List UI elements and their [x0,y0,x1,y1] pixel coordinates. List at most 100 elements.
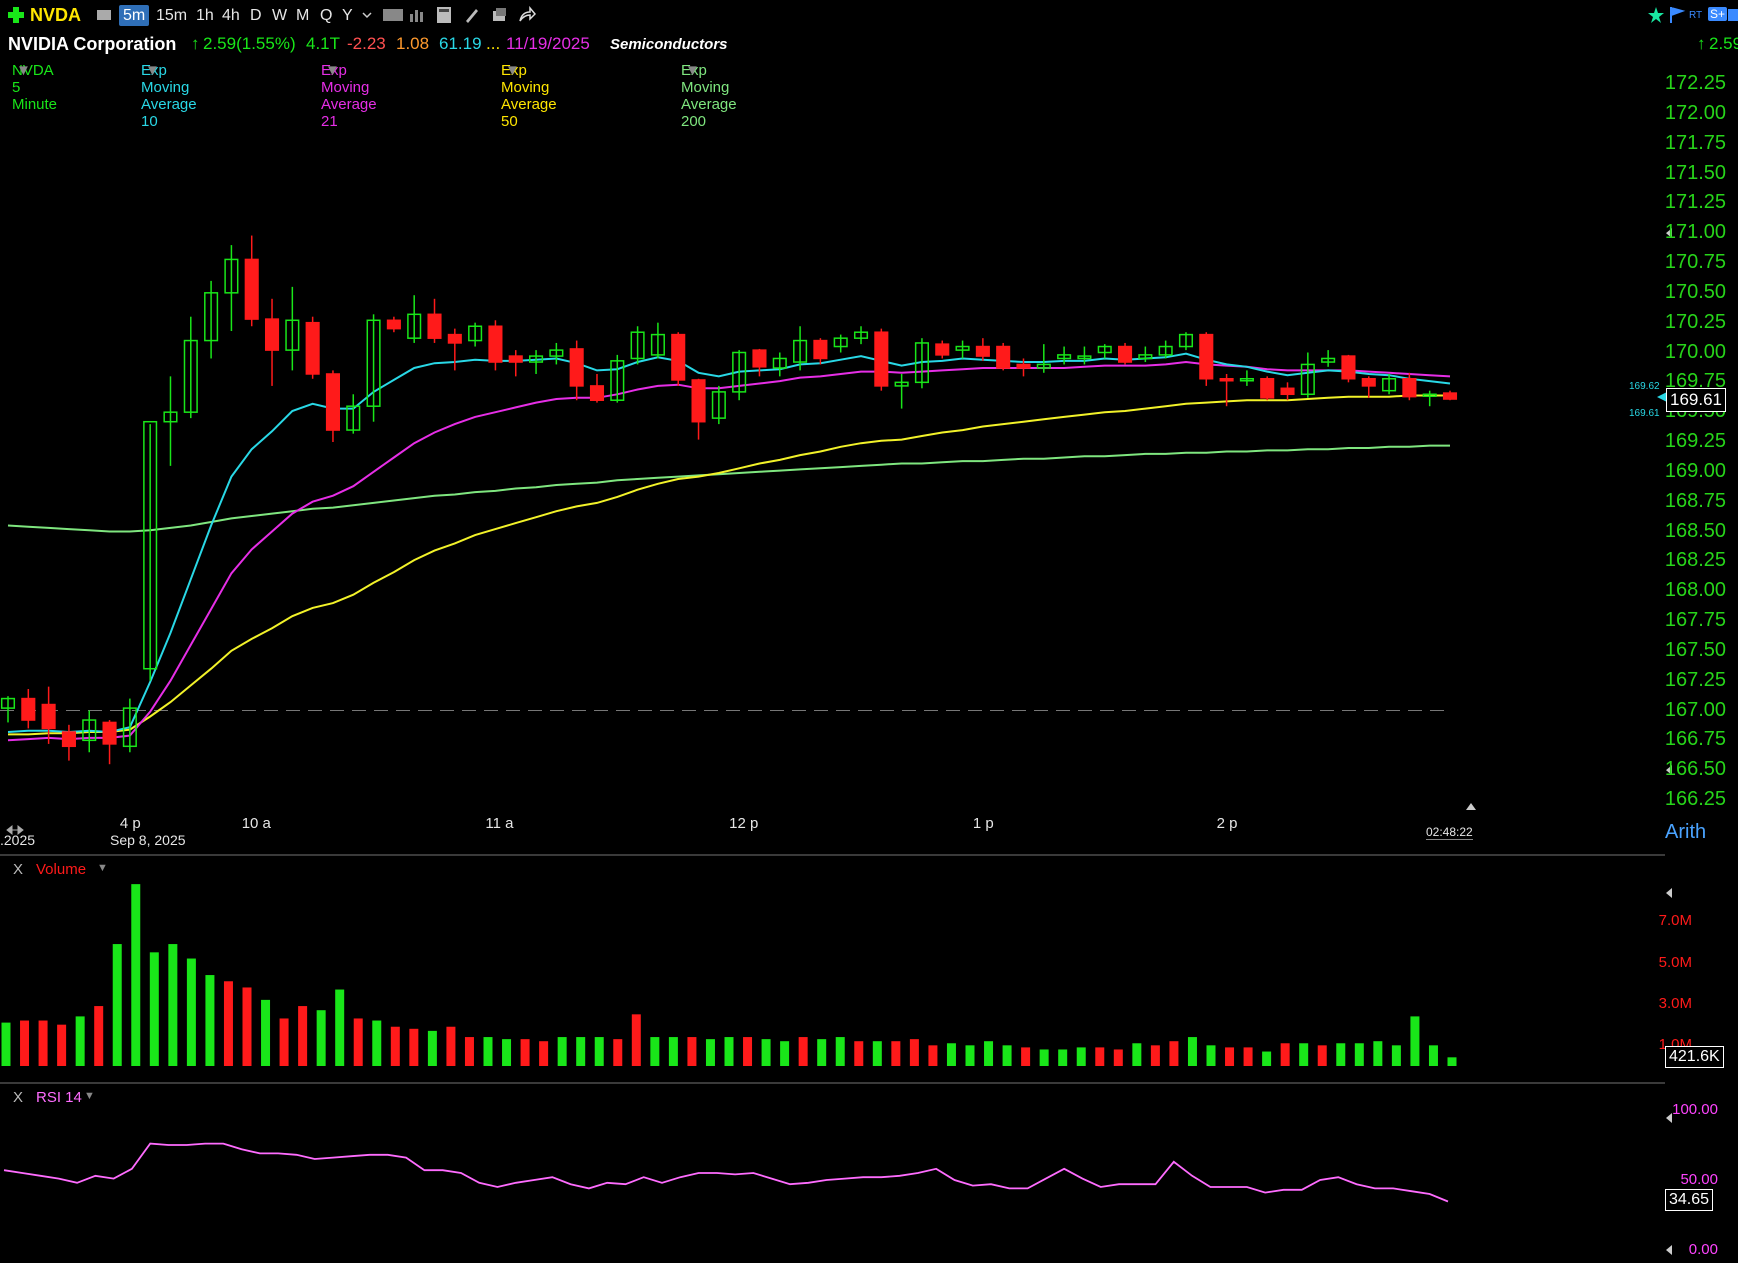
timeframe-5m[interactable]: 5m [119,5,150,26]
price-tick-label: 166.50 [1664,758,1726,781]
candle-down [386,319,401,330]
chevron-down-icon[interactable]: ▼ [84,1090,95,1102]
timeframe-y[interactable]: Y [342,7,353,24]
volume-bar [75,1016,85,1066]
volume-bar [761,1039,771,1066]
volume-bar [316,1010,326,1066]
chevron-down-icon[interactable]: ▼ [16,62,31,79]
volume-bar [1299,1043,1309,1066]
candle-up [204,292,219,342]
candle-up [1422,393,1437,398]
calculator-icon[interactable] [435,6,453,24]
quote-val1: -2.23 [347,34,386,53]
earnings-date: 11/19/2025 [506,34,590,53]
up-arrow-icon: ↑ [191,34,200,53]
price-change: 2.59(1.55%) [203,34,296,53]
chart-style-icon[interactable] [95,6,113,24]
volume-title[interactable]: Volume [36,861,87,878]
chevron-down-icon[interactable]: ▼ [145,62,160,79]
chevron-down-icon[interactable] [362,6,372,24]
timeframe-1h[interactable]: 1h [196,7,214,24]
menu-icon[interactable] [1728,6,1738,24]
axis-marker-icon [1666,1245,1672,1255]
rsi-close-button[interactable]: X [13,1089,24,1106]
candle-up [772,357,787,369]
volume-bar [1262,1051,1272,1066]
candle-down [752,349,767,368]
chevron-down-icon[interactable]: ▼ [325,62,340,79]
timeframe-d[interactable]: D [250,7,262,24]
candle-down [1219,378,1234,382]
share-icon[interactable] [518,6,536,24]
ema10-line [7,352,1451,734]
timeframe-w[interactable]: W [272,7,288,24]
top-toolbar: NVDA 5m 15m 1h 4h D W M Q Y RT S+ [0,0,1738,32]
volume-bar [909,1039,919,1066]
timeframe-4h[interactable]: 4h [222,7,240,24]
price-tick-label: 171.75 [1664,131,1726,154]
volume-bar [1373,1041,1383,1066]
volume-bar [57,1024,67,1066]
prev-year-label: .2025 [0,832,36,848]
flag-icon[interactable] [1668,6,1686,24]
timeframe-m[interactable]: M [296,7,310,24]
rsi-title[interactable]: RSI 14 [36,1089,82,1106]
candle-down [1280,387,1295,396]
price-tick-label: 170.00 [1664,340,1726,363]
quote-val3: 61.19 [439,34,482,53]
s-plus-badge[interactable]: S+ [1708,7,1728,21]
layers-icon[interactable] [490,6,508,24]
price-tick-label: 167.25 [1664,668,1726,691]
candle-up [1158,345,1173,356]
volume-bar [427,1030,437,1066]
date-label: Sep 8, 2025 [110,832,186,848]
clock-label: 02:48:22 [1426,825,1473,840]
volume-bar [594,1037,604,1066]
candle-up [1097,345,1112,354]
indicator-icon[interactable] [382,6,404,24]
candle-up [630,331,645,360]
volume-bar [223,981,233,1066]
candle-down [1260,378,1275,399]
bar-chart-icon[interactable] [408,6,426,24]
candle-up [529,355,544,363]
timeframe-q[interactable]: Q [320,7,333,24]
symbol-input[interactable]: NVDA [30,5,82,25]
bid-label: 169.62 [1629,381,1660,392]
pencil-icon[interactable] [463,6,481,24]
volume-bar [1428,1045,1438,1066]
chevron-down-icon[interactable]: ▼ [685,62,700,79]
chevron-down-icon[interactable]: ▼ [97,862,108,874]
candle-up [793,339,808,363]
volume-bar [520,1039,530,1066]
candle-down [1016,363,1031,369]
star-icon[interactable] [1647,6,1665,24]
volume-bar [1002,1045,1012,1066]
volume-bar [1021,1047,1031,1066]
panel-divider[interactable] [0,1082,1665,1084]
ema50-line [8,394,1450,736]
axis-marker-icon [1666,888,1672,898]
volume-tick-label: 3.0M [1658,995,1692,1012]
volume-bar [835,1037,845,1066]
swap-arrows-icon[interactable] [6,823,24,837]
volume-bar [1447,1057,1457,1066]
candle-up [1036,363,1051,369]
scale-toggle[interactable]: Arith [1665,821,1707,843]
chevron-down-icon[interactable]: ▼ [505,62,520,79]
quote-header: NVIDIA Corporation ↑ 2.59(1.55%) 4.1T -2… [0,32,1738,56]
scroll-up-icon [1466,803,1476,810]
candle-up [650,333,665,356]
timeframe-15m[interactable]: 15m [156,7,188,24]
add-symbol-icon[interactable] [7,6,25,24]
panel-divider[interactable] [0,854,1665,856]
volume-bar [1206,1045,1216,1066]
volume-bar [1132,1043,1142,1066]
volume-close-button[interactable]: X [13,861,24,878]
volume-bar [483,1037,493,1066]
candle-down [813,339,828,360]
candle-up [549,349,564,357]
candle-down [21,697,36,721]
candle-down [671,333,686,381]
